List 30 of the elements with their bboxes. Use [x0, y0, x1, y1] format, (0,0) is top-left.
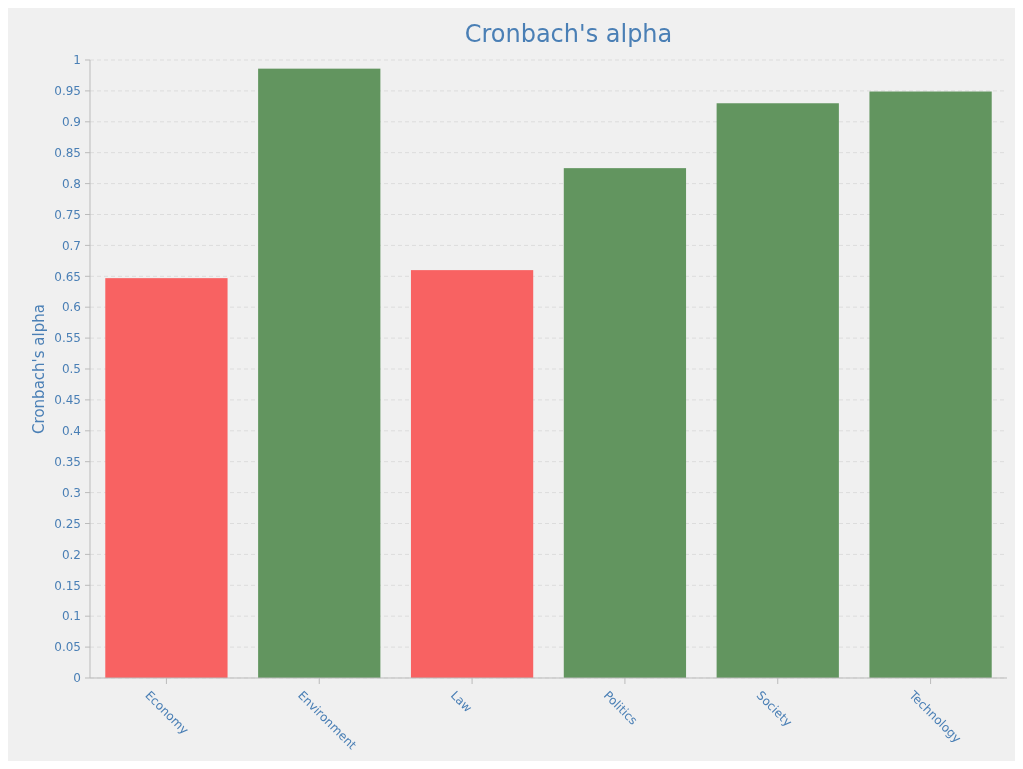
y-tick-label: 0.9: [61, 115, 81, 129]
y-tick-label: 1: [73, 53, 81, 68]
y-tick-label: 0.7: [61, 238, 81, 253]
y-tick-label: 0: [73, 671, 81, 686]
bar: [105, 278, 228, 678]
y-tick-label: 0.3: [61, 485, 81, 500]
bar: [410, 270, 534, 678]
y-tick-label: 0.05: [54, 640, 81, 655]
y-tick-label: 0.1: [61, 609, 81, 624]
y-axis-title: Cronbach's alpha: [30, 304, 48, 434]
y-tick-label: 0.8: [61, 176, 81, 191]
y-tick-label: 0.25: [54, 516, 81, 531]
y-tick-label: 0.75: [54, 207, 81, 222]
y-tick-label: 0.45: [54, 393, 81, 408]
x-tick-label: Law: [447, 688, 475, 716]
bar: [716, 103, 839, 678]
bar: [563, 168, 687, 678]
y-tick-label: 0.15: [54, 578, 81, 593]
y-tick-label: 0.5: [61, 362, 81, 377]
y-tick-label: 0.65: [54, 269, 81, 284]
bar: [869, 91, 992, 678]
y-tick-label: 0.85: [54, 145, 81, 160]
y-tick-label: 0.35: [54, 454, 81, 469]
y-tick-label: 0.6: [61, 300, 81, 315]
y-tick-label: 0.55: [54, 331, 81, 346]
y-tick-label: 0.4: [61, 424, 81, 438]
chart-title: Cronbach's alpha: [464, 20, 673, 48]
y-tick-label: 0.2: [61, 547, 81, 562]
y-tick-label: 0.95: [54, 84, 81, 99]
bar: [258, 68, 381, 678]
